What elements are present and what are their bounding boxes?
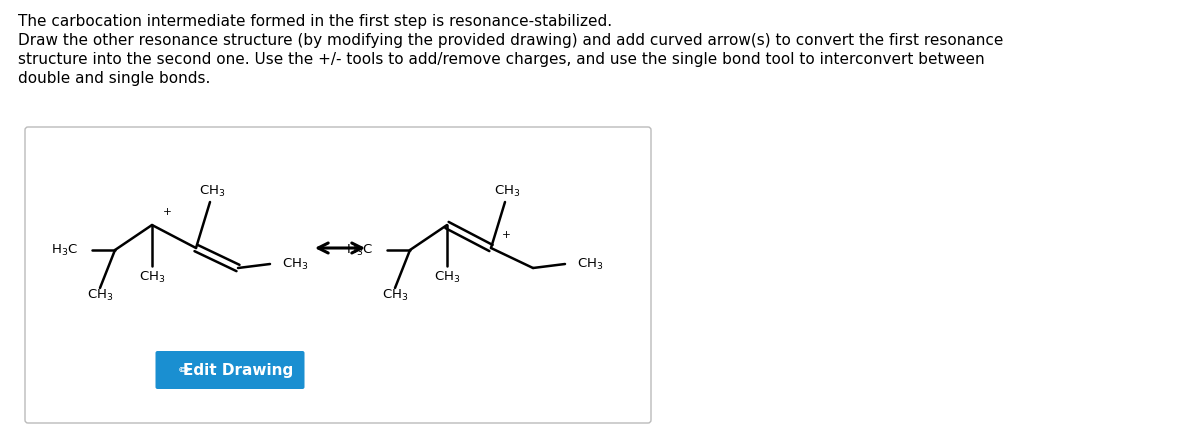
Text: CH$_3$: CH$_3$	[493, 184, 521, 198]
Text: CH$_3$: CH$_3$	[577, 257, 604, 271]
FancyBboxPatch shape	[156, 351, 305, 389]
Text: double and single bonds.: double and single bonds.	[18, 71, 210, 86]
Text: H$_3$C: H$_3$C	[346, 243, 373, 257]
Text: CH$_3$: CH$_3$	[139, 270, 166, 284]
Text: CH$_3$: CH$_3$	[433, 270, 461, 284]
FancyBboxPatch shape	[25, 127, 650, 423]
Text: ✏: ✏	[179, 363, 191, 378]
Text: CH$_3$: CH$_3$	[199, 184, 226, 198]
Text: $^+$: $^+$	[160, 208, 172, 222]
Text: CH$_3$: CH$_3$	[282, 257, 308, 271]
Text: structure into the second one. Use the +/- tools to add/remove charges, and use : structure into the second one. Use the +…	[18, 52, 985, 67]
Text: Draw the other resonance structure (by modifying the provided drawing) and add c: Draw the other resonance structure (by m…	[18, 33, 1003, 48]
Text: The carbocation intermediate formed in the first step is resonance-stabilized.: The carbocation intermediate formed in t…	[18, 14, 612, 29]
Text: Edit Drawing: Edit Drawing	[182, 363, 293, 378]
Text: H$_3$C: H$_3$C	[52, 243, 78, 257]
Text: CH$_3$: CH$_3$	[382, 288, 408, 302]
Text: CH$_3$: CH$_3$	[86, 288, 113, 302]
Text: $^+$: $^+$	[499, 230, 511, 246]
